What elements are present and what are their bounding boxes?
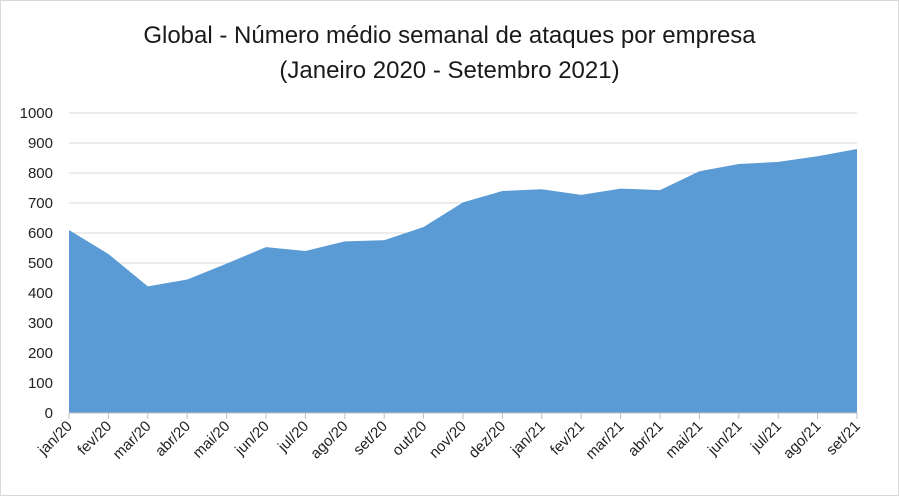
- x-tick-label: mai/20: [190, 418, 234, 462]
- area-series: [69, 149, 857, 413]
- x-tick-label: mai/21: [662, 418, 706, 462]
- y-tick-label: 200: [28, 345, 53, 362]
- y-tick-label: 0: [45, 405, 53, 422]
- x-tick-label: fev/20: [74, 418, 115, 459]
- x-tick-label: fev/21: [547, 418, 588, 459]
- y-tick-label: 700: [28, 195, 53, 212]
- y-tick-label: 900: [28, 135, 53, 152]
- x-tick-label: abr/21: [625, 418, 667, 460]
- y-tick-label: 100: [28, 375, 53, 392]
- x-tick-label: dez/20: [465, 418, 509, 462]
- y-axis: 0 100 200 300 400 500 600 700 800 900 1000: [20, 105, 53, 422]
- y-tick-label: 300: [28, 315, 53, 332]
- x-tick-label: jan/21: [507, 418, 549, 460]
- x-tick-label: jan/20: [34, 418, 76, 460]
- x-tick-label: abr/20: [152, 418, 194, 460]
- x-tick-label: out/20: [389, 418, 431, 460]
- x-tick-label: nov/20: [426, 418, 470, 462]
- y-tick-label: 800: [28, 165, 53, 182]
- x-tick-label: jun/20: [231, 418, 273, 460]
- x-tick-label: ago/20: [307, 418, 351, 462]
- area-fill: [69, 149, 857, 413]
- y-tick-label: 500: [28, 255, 53, 272]
- x-tick-label: set/21: [823, 418, 864, 459]
- x-tick-label: mar/20: [110, 418, 155, 463]
- y-tick-label: 400: [28, 285, 53, 302]
- chart-subtitle: (Janeiro 2020 - Setembro 2021): [279, 57, 620, 84]
- y-tick-label: 1000: [20, 105, 53, 122]
- y-tick-label: 600: [28, 225, 53, 242]
- x-tick-label: ago/21: [780, 418, 824, 462]
- x-tick-label: mar/21: [582, 418, 627, 463]
- chart-title: Global - Número médio semanal de ataques…: [143, 22, 756, 49]
- x-tick-label: set/20: [350, 418, 391, 459]
- x-tick-label: jun/21: [704, 418, 746, 460]
